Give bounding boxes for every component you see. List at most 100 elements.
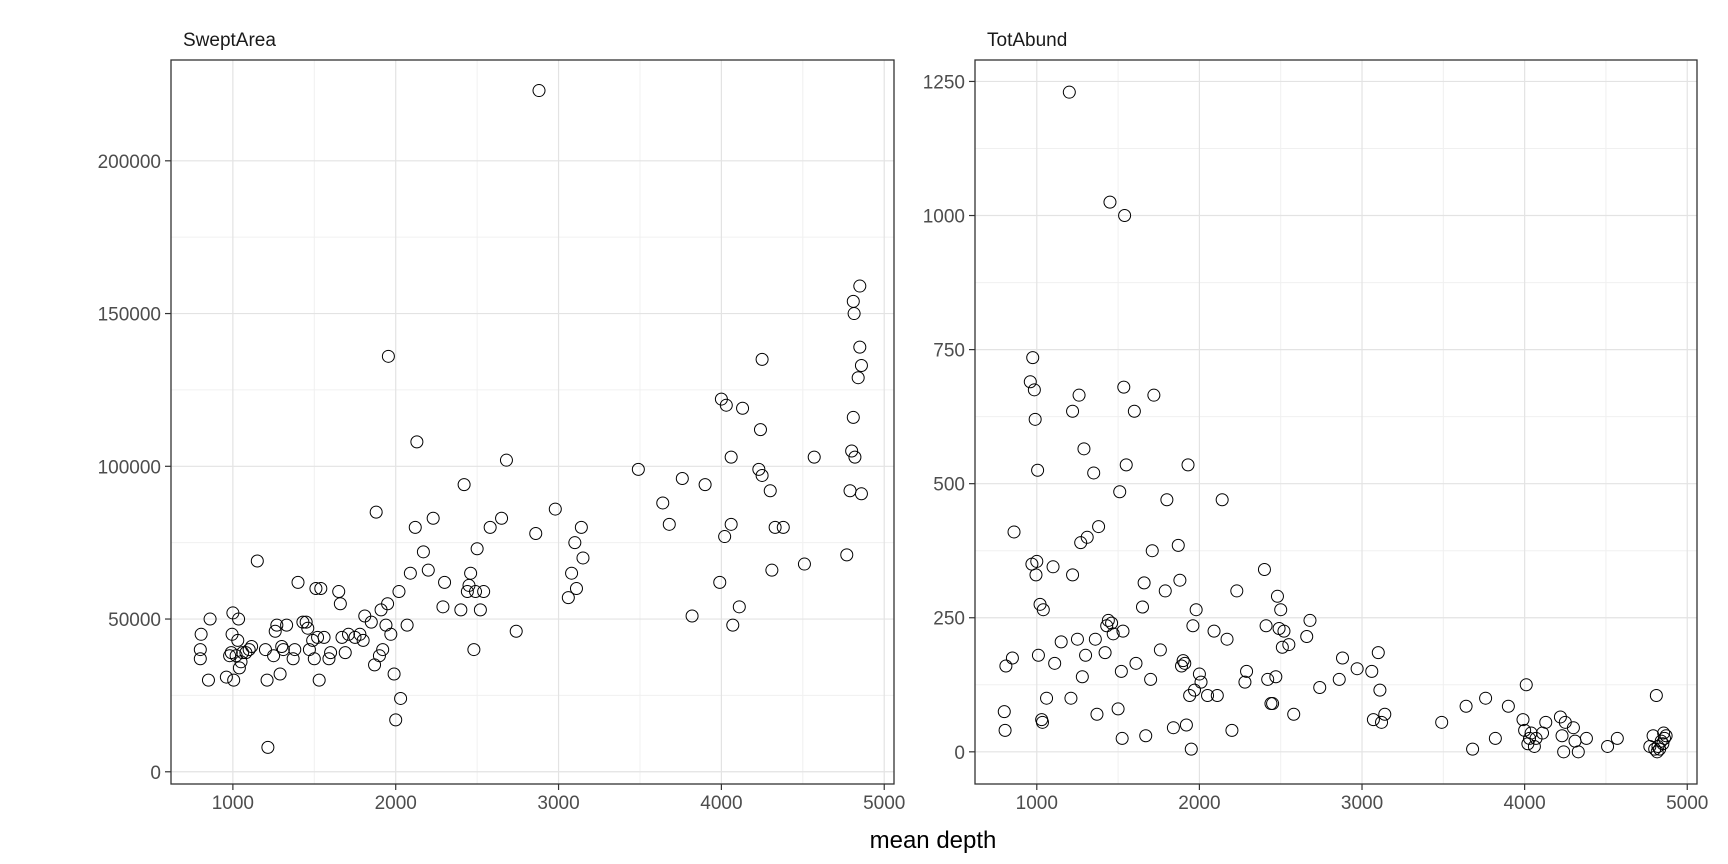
data-point xyxy=(776,520,790,534)
data-point xyxy=(438,575,452,589)
data-point xyxy=(1194,675,1208,689)
data-point xyxy=(1186,619,1200,633)
data-point xyxy=(1501,699,1515,713)
data-point xyxy=(1240,664,1254,678)
data-point xyxy=(1215,493,1229,507)
data-point xyxy=(384,627,398,641)
data-point xyxy=(1516,713,1530,727)
data-point xyxy=(851,371,865,385)
data-point xyxy=(1075,670,1089,684)
x-tick-label: 3000 xyxy=(537,793,579,814)
data-point xyxy=(201,673,215,687)
data-point xyxy=(1066,404,1080,418)
data-point xyxy=(1080,530,1094,544)
data-point xyxy=(854,358,868,372)
data-point xyxy=(1527,739,1541,753)
data-point xyxy=(847,307,861,321)
data-point xyxy=(1238,675,1252,689)
x-tick-label: 4000 xyxy=(1503,793,1545,814)
data-point xyxy=(236,646,250,660)
data-point xyxy=(353,627,367,641)
data-point xyxy=(1144,672,1158,686)
panel-sweptarea: 1000 2000 3000 4000 500005000010000015000020… xyxy=(98,30,906,814)
data-point xyxy=(1062,85,1076,99)
y-tick-label: 500 xyxy=(933,475,965,496)
data-point xyxy=(499,453,513,467)
data-point xyxy=(1523,731,1537,745)
data-point xyxy=(1079,648,1093,662)
data-point xyxy=(1657,726,1671,740)
data-point xyxy=(565,566,579,580)
data-point xyxy=(1275,640,1289,654)
data-point xyxy=(1287,707,1301,721)
data-point xyxy=(227,673,241,687)
data-point xyxy=(1192,667,1206,681)
data-point xyxy=(675,472,689,486)
data-point xyxy=(1090,707,1104,721)
data-point xyxy=(245,640,259,654)
data-point xyxy=(314,581,328,595)
panel-title: TotAbund xyxy=(987,30,1067,51)
data-point xyxy=(1270,589,1284,603)
data-point xyxy=(1040,691,1054,705)
x-tick-label: 5000 xyxy=(1666,793,1708,814)
data-point xyxy=(387,667,401,681)
data-point xyxy=(529,527,543,541)
data-point xyxy=(311,630,325,644)
data-point xyxy=(1259,619,1273,633)
data-point xyxy=(1557,745,1571,759)
data-point xyxy=(763,484,777,498)
data-point xyxy=(260,673,274,687)
data-point xyxy=(426,511,440,525)
data-point xyxy=(1077,442,1091,456)
data-point xyxy=(403,566,417,580)
data-point xyxy=(1303,613,1317,627)
data-point xyxy=(1269,670,1283,684)
y-tick-label: 1000 xyxy=(923,207,965,228)
data-point xyxy=(568,536,582,550)
data-point xyxy=(392,585,406,599)
y-tick-label: 250 xyxy=(933,609,965,630)
data-point xyxy=(1029,568,1043,582)
data-point xyxy=(998,723,1012,737)
data-point xyxy=(846,410,860,424)
data-point xyxy=(1007,525,1021,539)
data-point xyxy=(1023,375,1037,389)
data-point xyxy=(1175,659,1189,673)
data-point xyxy=(1101,613,1115,627)
data-point xyxy=(561,591,575,605)
data-point xyxy=(483,520,497,534)
data-point xyxy=(1188,683,1202,697)
data-point xyxy=(1031,463,1045,477)
y-tick-label: 0 xyxy=(150,763,161,784)
data-point xyxy=(1118,209,1132,223)
data-point xyxy=(845,444,859,458)
data-point xyxy=(1178,656,1192,670)
data-point xyxy=(631,462,645,476)
panels: 1000 2000 3000 4000 500005000010000015000020… xyxy=(98,30,1709,814)
data-point xyxy=(1116,624,1130,638)
data-point xyxy=(1553,710,1567,724)
data-point xyxy=(1659,729,1673,743)
y-tick-label: 1250 xyxy=(923,72,965,93)
data-point xyxy=(470,542,484,556)
data-point xyxy=(223,649,237,663)
data-point xyxy=(1266,697,1280,711)
data-point xyxy=(460,585,474,599)
y-tick-label: 100000 xyxy=(98,457,161,478)
data-point xyxy=(291,575,305,589)
data-point xyxy=(656,496,670,510)
data-point xyxy=(1139,729,1153,743)
data-point xyxy=(1336,651,1350,665)
data-point xyxy=(268,624,282,638)
y-tick-label: 750 xyxy=(933,341,965,362)
data-point xyxy=(1176,654,1190,668)
data-point xyxy=(999,659,1013,673)
data-point xyxy=(267,649,281,663)
data-point xyxy=(1160,493,1174,507)
data-point xyxy=(356,633,370,647)
data-point xyxy=(473,603,487,617)
data-point xyxy=(1656,737,1670,751)
data-point xyxy=(194,627,208,641)
